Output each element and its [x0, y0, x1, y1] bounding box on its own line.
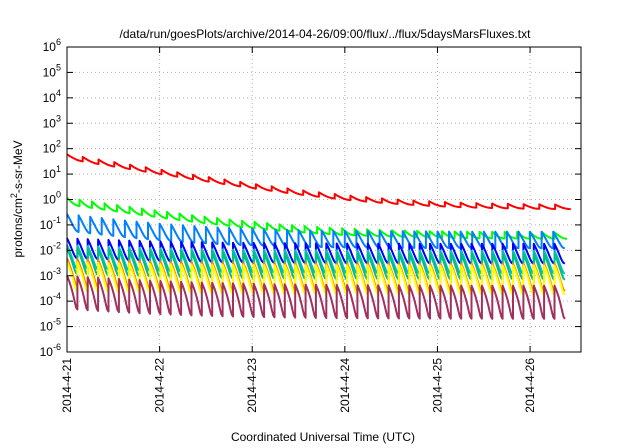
series-line	[66, 275, 566, 320]
y-tick-label: 10-6	[40, 342, 61, 359]
x-tick-label: 2014-4-23	[245, 358, 259, 413]
x-tick-label: 2014-4-26	[523, 358, 537, 413]
y-axis: 10-6 10-5 10-4 10-3 10-2 10-1 100 101 102 103 104 1…	[40, 37, 581, 359]
x-axis: 2014-4-21 2014-4-22 2014-4-23 2014-4-24 2014…	[60, 47, 537, 413]
y-tick-label: 10-4	[40, 291, 61, 308]
y-axis-label: protons/cm2-s-sr-MeV	[9, 140, 25, 257]
y-tick-label: 106	[43, 37, 61, 54]
y-tick-label: 10-2	[40, 240, 61, 257]
x-tick-label: 2014-4-21	[60, 358, 74, 413]
x-tick-label: 2014-4-25	[430, 358, 444, 413]
y-tick-label: 103	[43, 113, 61, 130]
y-tick-label: 101	[43, 164, 61, 181]
y-tick-label: 104	[43, 88, 61, 105]
y-tick-label: 100	[43, 190, 61, 207]
y-axis-label-sup: 2	[9, 193, 19, 198]
y-axis-label-prefix: protons/cm	[11, 198, 25, 257]
x-tick-label: 2014-4-24	[338, 358, 352, 413]
chart-title: /data/run/goesPlots/archive/2014-04-26/0…	[120, 27, 532, 41]
y-tick-label: 105	[43, 62, 61, 79]
y-tick-label: 10-3	[40, 266, 61, 283]
y-axis-label-suffix: -s-sr-MeV	[11, 140, 25, 193]
series-group	[66, 153, 571, 320]
x-tick-label: 2014-4-22	[153, 358, 167, 413]
y-tick-label: 10-1	[40, 215, 61, 232]
x-axis-label: Coordinated Universal Time (UTC)	[231, 430, 415, 444]
y-tick-label: 102	[43, 139, 61, 156]
y-tick-label: 10-5	[40, 317, 61, 334]
grid	[67, 47, 581, 352]
series-line	[66, 153, 571, 211]
